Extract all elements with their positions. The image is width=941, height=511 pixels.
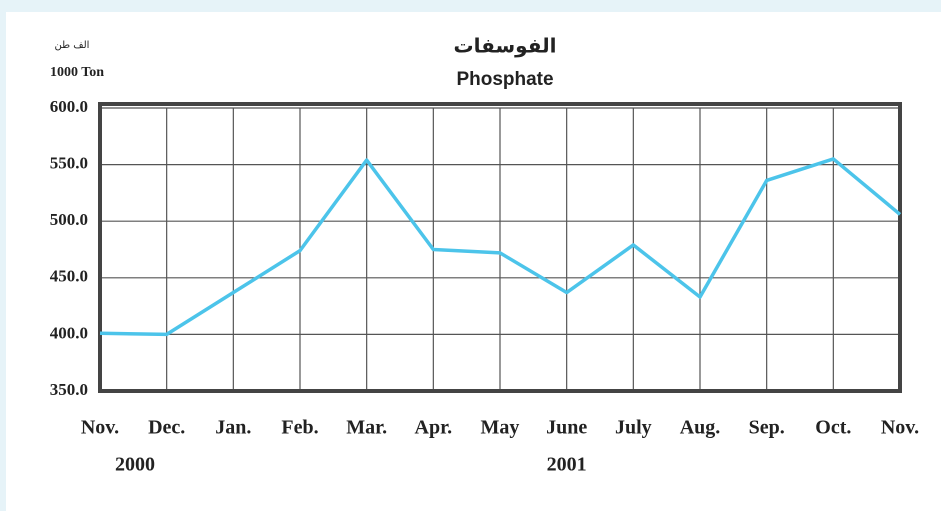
y-tick-label: 500.0 bbox=[50, 210, 88, 229]
year-label: 2000 bbox=[115, 454, 155, 476]
x-tick-label: Sep. bbox=[749, 417, 785, 439]
x-tick-label: Apr. bbox=[415, 417, 453, 439]
chart-title-arabic: الفوسفات bbox=[454, 34, 557, 58]
data-line bbox=[99, 157, 902, 337]
y-tick-label: 600.0 bbox=[50, 97, 88, 116]
x-tick-label: July bbox=[615, 417, 652, 439]
x-tick-label: May bbox=[481, 417, 520, 439]
y-tick-label: 550.0 bbox=[50, 154, 88, 173]
year-label: 2001 bbox=[547, 454, 587, 476]
chart-background bbox=[6, 12, 941, 511]
x-tick-label: Jan. bbox=[215, 417, 251, 439]
x-tick-label: Aug. bbox=[680, 417, 721, 439]
plot-frame bbox=[98, 102, 902, 393]
x-tick-label: Nov. bbox=[81, 417, 119, 439]
y-tick-label: 450.0 bbox=[50, 267, 88, 286]
x-tick-label: Oct. bbox=[815, 417, 851, 439]
x-tick-label: Dec. bbox=[148, 417, 185, 439]
x-tick-label: Feb. bbox=[281, 417, 318, 439]
chart-title: Phosphate bbox=[456, 69, 553, 90]
x-tick-label: June bbox=[546, 417, 587, 439]
y-tick-label: 400.0 bbox=[50, 323, 88, 342]
x-tick-label: Nov. bbox=[881, 417, 919, 439]
y-tick-label: 350.0 bbox=[50, 380, 88, 399]
unit-label-arabic: الف طن bbox=[55, 40, 90, 51]
unit-label: 1000 Ton bbox=[50, 65, 104, 80]
x-tick-label: Mar. bbox=[346, 417, 387, 439]
